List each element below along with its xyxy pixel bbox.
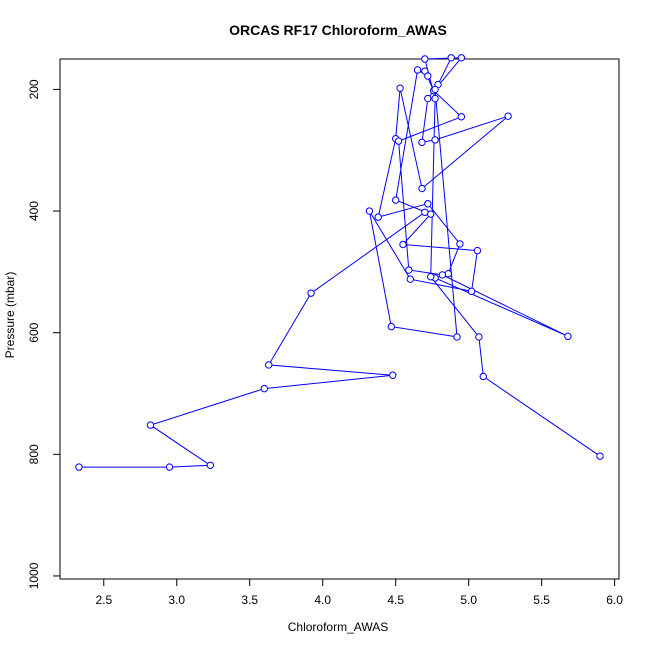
y-tick-label: 1000 xyxy=(27,562,41,589)
x-tick-label: 4.0 xyxy=(314,593,331,607)
series-line xyxy=(368,57,601,457)
data-point xyxy=(146,421,155,429)
data-point xyxy=(374,213,382,221)
y-axis: 200 400 600 800 1000 xyxy=(27,79,61,589)
y-tick-label: 400 xyxy=(27,201,41,221)
data-point xyxy=(418,138,426,147)
data-point xyxy=(418,184,426,193)
data-point xyxy=(413,66,422,74)
data-point xyxy=(473,246,482,255)
data-point xyxy=(431,94,439,103)
x-tick-label: 2.5 xyxy=(95,593,112,607)
data-point xyxy=(394,137,403,145)
data-point xyxy=(424,72,432,80)
data-point xyxy=(424,200,432,208)
data-point xyxy=(406,275,414,283)
y-tick-label: 600 xyxy=(27,322,41,342)
series-layer xyxy=(75,54,604,471)
plot-frame xyxy=(59,58,620,580)
data-point xyxy=(438,271,447,279)
x-tick-label: 6.0 xyxy=(606,593,623,607)
y-tick-label: 800 xyxy=(27,444,41,464)
data-point xyxy=(564,332,572,341)
data-point xyxy=(421,55,429,63)
data-point xyxy=(457,113,466,121)
data-point xyxy=(504,112,512,120)
data-point xyxy=(399,240,407,249)
data-point xyxy=(447,54,455,62)
y-tick-label: 200 xyxy=(27,79,41,99)
data-point xyxy=(387,322,396,331)
data-point xyxy=(389,371,397,379)
data-point xyxy=(391,196,400,204)
x-tick-label: 3.0 xyxy=(168,593,185,607)
data-point xyxy=(456,240,464,248)
data-point xyxy=(457,54,466,62)
y-axis-title: Pressure (mbar) xyxy=(3,272,17,359)
data-point xyxy=(453,333,461,341)
data-point xyxy=(431,85,439,94)
x-tick-label: 5.0 xyxy=(460,593,477,607)
data-point xyxy=(75,463,83,471)
series-line xyxy=(79,211,426,468)
data-point xyxy=(396,84,404,92)
data-point xyxy=(427,273,435,281)
data-point xyxy=(421,208,429,216)
data-point xyxy=(405,266,413,274)
x-tick-label: 4.5 xyxy=(387,593,404,607)
data-point xyxy=(479,372,487,381)
x-axis-title: Chloroform_AWAS xyxy=(288,620,388,634)
x-tick-label: 5.5 xyxy=(533,593,550,607)
data-point xyxy=(475,333,483,341)
data-point xyxy=(165,463,174,471)
data-point xyxy=(424,94,432,103)
chart-title: ORCAS RF17 Chloroform_AWAS xyxy=(229,22,447,38)
x-axis: 2.5 3.0 3.5 4.0 4.5 5.0 5.5 6.0 xyxy=(95,578,623,607)
data-point xyxy=(596,452,604,460)
data-point xyxy=(260,384,269,393)
x-tick-label: 3.5 xyxy=(241,593,258,607)
data-point xyxy=(265,361,273,369)
data-point xyxy=(467,287,476,296)
data-point xyxy=(431,136,439,144)
data-point xyxy=(307,289,315,297)
data-point xyxy=(206,461,215,469)
data-point xyxy=(365,207,374,215)
data-point xyxy=(444,269,452,278)
